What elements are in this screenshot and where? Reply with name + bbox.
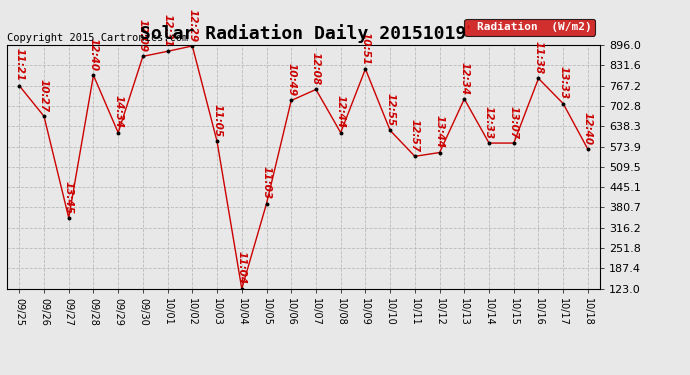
Text: 14:34: 14:34	[113, 95, 123, 129]
Text: Copyright 2015 Cartronics.com: Copyright 2015 Cartronics.com	[7, 33, 188, 43]
Text: 10:49: 10:49	[286, 63, 296, 96]
Point	[558, 100, 569, 106]
Text: 11:03: 11:03	[262, 166, 271, 200]
Text: 12:08: 12:08	[311, 52, 321, 85]
Point	[137, 53, 148, 59]
Point	[187, 43, 198, 49]
Text: 13:07: 13:07	[509, 106, 519, 139]
Point	[459, 96, 470, 102]
Text: 13:44: 13:44	[435, 115, 444, 148]
Title: Solar Radiation Daily 20151019: Solar Radiation Daily 20151019	[141, 24, 466, 44]
Point	[409, 153, 420, 159]
Point	[484, 140, 495, 146]
Text: 11:38: 11:38	[533, 41, 544, 74]
Point	[39, 113, 50, 119]
Text: 10:27: 10:27	[39, 79, 49, 112]
Text: 12:55: 12:55	[385, 93, 395, 126]
Text: 12:34: 12:34	[460, 62, 469, 95]
Text: 13:45: 13:45	[63, 180, 74, 214]
Text: 12:40: 12:40	[583, 112, 593, 145]
Text: 13:33: 13:33	[558, 66, 568, 99]
Point	[582, 146, 593, 152]
Text: 10:51: 10:51	[360, 32, 371, 65]
Text: 12:57: 12:57	[410, 119, 420, 152]
Text: 11:05: 11:05	[212, 104, 222, 137]
Text: 12:33: 12:33	[484, 106, 494, 139]
Point	[88, 72, 99, 78]
Text: 12:31: 12:31	[163, 14, 172, 47]
Point	[63, 215, 75, 221]
Text: 12:44: 12:44	[336, 95, 346, 129]
Point	[509, 140, 520, 146]
Point	[360, 66, 371, 72]
Legend: Radiation  (W/m2): Radiation (W/m2)	[464, 19, 595, 36]
Point	[286, 98, 297, 104]
Point	[310, 87, 322, 93]
Point	[384, 128, 395, 134]
Point	[14, 82, 25, 88]
Text: 11:04: 11:04	[237, 252, 247, 285]
Point	[434, 150, 445, 156]
Point	[533, 75, 544, 81]
Point	[335, 130, 346, 136]
Text: 12:40: 12:40	[88, 38, 99, 71]
Point	[212, 138, 223, 144]
Point	[112, 130, 124, 136]
Point	[236, 286, 247, 292]
Point	[162, 48, 173, 54]
Text: 11:21: 11:21	[14, 48, 24, 81]
Point	[261, 201, 272, 207]
Text: 12:09: 12:09	[138, 19, 148, 52]
Text: 12:29: 12:29	[188, 9, 197, 42]
